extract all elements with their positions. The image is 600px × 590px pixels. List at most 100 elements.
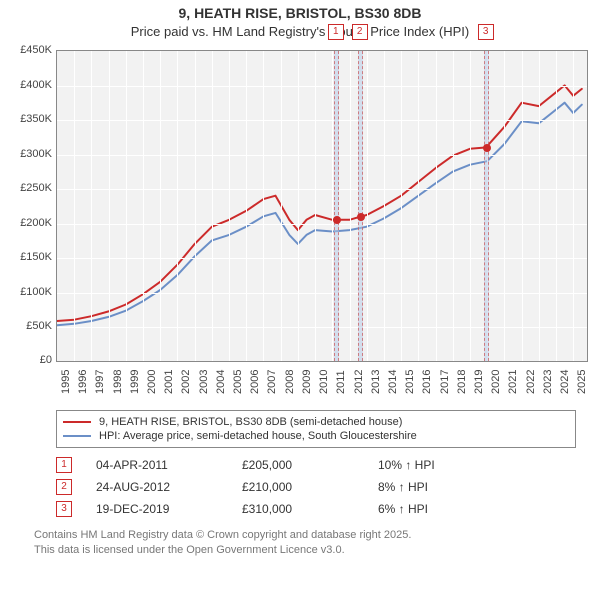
event-date: 04-APR-2011 — [96, 458, 226, 472]
event-price: £210,000 — [242, 480, 362, 494]
legend-item: HPI: Average price, semi-detached house,… — [63, 429, 569, 443]
event-row: 104-APR-2011£205,00010% ↑ HPI — [56, 454, 576, 476]
x-axis-tick-label: 2015 — [404, 370, 416, 394]
gridline-h — [57, 224, 587, 225]
y-axis-tick-label: £150K — [10, 251, 52, 263]
gridline-v — [143, 51, 144, 361]
x-axis-tick-label: 1996 — [77, 370, 89, 394]
x-axis-tick-label: 2018 — [456, 370, 468, 394]
gridline-h — [57, 120, 587, 121]
y-axis-tick-label: £200K — [10, 217, 52, 229]
x-axis-tick-label: 2000 — [146, 370, 158, 394]
x-axis-tick-label: 2019 — [473, 370, 485, 394]
y-axis-tick-label: £0 — [10, 354, 52, 366]
event-marker-flag: 3 — [478, 24, 494, 40]
gridline-v — [246, 51, 247, 361]
gridline-v — [315, 51, 316, 361]
x-axis-tick-label: 2022 — [525, 370, 537, 394]
event-marker-band — [334, 51, 339, 361]
gridline-v — [453, 51, 454, 361]
legend-label: HPI: Average price, semi-detached house,… — [99, 430, 417, 442]
gridline-v — [212, 51, 213, 361]
x-axis-tick-label: 2011 — [335, 371, 347, 395]
gridline-v — [74, 51, 75, 361]
legend-swatch — [63, 435, 91, 437]
event-marker-band — [484, 51, 489, 361]
gridline-v — [126, 51, 127, 361]
gridline-h — [57, 327, 587, 328]
x-axis-tick-label: 2013 — [370, 370, 382, 394]
chart-plot — [56, 50, 588, 362]
y-axis-tick-label: £50K — [10, 320, 52, 332]
chart-title-block: 9, HEATH RISE, BRISTOL, BS30 8DB Price p… — [8, 4, 592, 40]
event-row: 2 24-AUG-2012 £210,000 8% ↑ HPI — [56, 476, 576, 498]
event-marker-flag: 2 — [352, 24, 368, 40]
x-axis-tick-label: 2014 — [387, 370, 399, 394]
x-axis-tick-label: 2003 — [198, 370, 210, 394]
chart-title-line2: Price paid vs. HM Land Registry's House … — [8, 23, 592, 41]
event-flag: 3 — [56, 501, 72, 517]
event-delta: 8% ↑ HPI — [378, 480, 498, 494]
gridline-v — [91, 51, 92, 361]
legend-swatch — [63, 421, 91, 423]
x-axis-tick-label: 2009 — [301, 370, 313, 394]
gridline-v — [470, 51, 471, 361]
gridline-h — [57, 155, 587, 156]
gridline-v — [573, 51, 574, 361]
gridline-v — [195, 51, 196, 361]
gridline-v — [109, 51, 110, 361]
event-delta: 6% ↑ HPI — [378, 502, 498, 516]
gridline-v — [539, 51, 540, 361]
y-axis-tick-label: £400K — [10, 79, 52, 91]
gridline-v — [229, 51, 230, 361]
chart-lines — [57, 51, 587, 361]
x-axis-tick-label: 2012 — [353, 370, 365, 394]
gridline-v — [504, 51, 505, 361]
chart-legend: 9, HEATH RISE, BRISTOL, BS30 8DB (semi-d… — [56, 410, 576, 448]
legend-label: 9, HEATH RISE, BRISTOL, BS30 8DB (semi-d… — [99, 416, 402, 428]
gridline-h — [57, 189, 587, 190]
x-axis-tick-label: 2004 — [215, 370, 227, 394]
x-axis-tick-label: 2020 — [490, 370, 502, 394]
x-axis-tick-label: 2002 — [180, 370, 192, 394]
event-date: 19-DEC-2019 — [96, 502, 226, 516]
y-axis-tick-label: £250K — [10, 182, 52, 194]
chart-title-line1: 9, HEATH RISE, BRISTOL, BS30 8DB — [8, 4, 592, 23]
gridline-v — [436, 51, 437, 361]
x-axis-tick-label: 2025 — [576, 370, 588, 394]
event-marker-dot — [357, 213, 365, 221]
y-axis-tick-label: £300K — [10, 148, 52, 160]
event-date: 24-AUG-2012 — [96, 480, 226, 494]
footer-line2: This data is licensed under the Open Gov… — [34, 543, 592, 558]
gridline-v — [298, 51, 299, 361]
x-axis-tick-label: 1998 — [112, 370, 124, 394]
event-marker-dot — [333, 216, 341, 224]
event-price: £310,000 — [242, 502, 362, 516]
x-axis-tick-label: 2023 — [542, 370, 554, 394]
event-marker-band — [358, 51, 363, 361]
x-axis-tick-label: 2024 — [559, 370, 571, 394]
chart-area: £0 £50K £100K £150K £200K £250K £300K £350K £400… — [8, 46, 592, 406]
gridline-v — [350, 51, 351, 361]
event-flag: 2 — [56, 479, 72, 495]
event-delta: 10% ↑ HPI — [378, 458, 498, 472]
gridline-h — [57, 258, 587, 259]
y-axis-tick-label: £450K — [10, 44, 52, 56]
gridline-v — [160, 51, 161, 361]
price-events-table: 104-APR-2011£205,00010% ↑ HPI224-AUG-201… — [56, 454, 576, 520]
gridline-h — [57, 86, 587, 87]
gridline-v — [522, 51, 523, 361]
chart-attribution: Contains HM Land Registry data © Crown c… — [34, 528, 592, 558]
y-axis-tick-label: £100K — [10, 286, 52, 298]
x-axis-tick-label: 1995 — [60, 370, 72, 394]
y-axis-tick-label: £350K — [10, 113, 52, 125]
footer-line1: Contains HM Land Registry data © Crown c… — [34, 528, 592, 543]
x-axis-tick-label: 2005 — [232, 370, 244, 394]
x-axis-tick-label: 2010 — [318, 370, 330, 394]
event-price: £205,000 — [242, 458, 362, 472]
event-row: 3 19-DEC-2019 £310,000 6% ↑ HPI — [56, 498, 576, 520]
legend-item: 9, HEATH RISE, BRISTOL, BS30 8DB (semi-d… — [63, 415, 569, 429]
gridline-h — [57, 293, 587, 294]
x-axis-tick-label: 1999 — [129, 370, 141, 394]
gridline-v — [281, 51, 282, 361]
